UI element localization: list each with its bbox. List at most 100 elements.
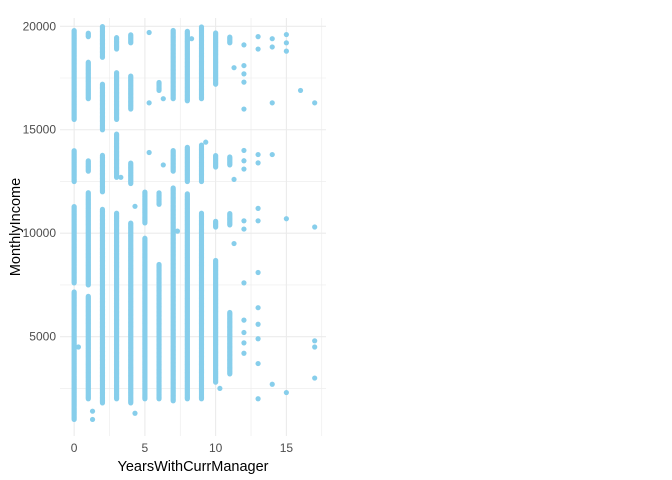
data-point <box>269 44 275 50</box>
data-point <box>227 210 233 217</box>
data-point <box>241 329 247 336</box>
data-point <box>203 139 209 145</box>
data-point <box>297 87 304 94</box>
data-point <box>217 385 223 392</box>
data-point <box>132 410 138 416</box>
data-point <box>128 73 134 79</box>
data-point <box>170 185 176 191</box>
data-point <box>146 100 152 106</box>
data-point <box>85 158 91 164</box>
data-point <box>255 396 261 402</box>
data-point <box>89 416 96 423</box>
data-point <box>255 305 261 311</box>
x-axis-title: YearsWithCurrManager <box>118 459 269 475</box>
data-point <box>170 27 176 34</box>
data-point <box>269 100 275 106</box>
data-point <box>312 100 318 106</box>
data-point <box>213 218 219 224</box>
data-point <box>71 148 77 154</box>
data-point <box>241 158 247 164</box>
y-tick-label: 20000 <box>23 19 57 33</box>
data-point <box>241 340 247 346</box>
data-point <box>128 32 134 38</box>
data-point <box>241 218 247 224</box>
data-point <box>241 106 247 112</box>
data-point <box>184 191 190 197</box>
data-point <box>128 220 134 226</box>
data-point <box>227 309 233 316</box>
data-point <box>113 210 120 216</box>
data-point <box>184 28 190 34</box>
data-point <box>184 144 190 150</box>
data-point <box>99 23 106 30</box>
data-point <box>113 35 120 41</box>
data-point <box>312 338 318 344</box>
data-point <box>170 148 176 154</box>
data-point <box>89 408 96 414</box>
x-tick-label: 5 <box>142 441 149 455</box>
data-point <box>113 70 120 76</box>
data-point <box>85 293 91 299</box>
data-point <box>231 65 237 71</box>
data-point <box>142 235 148 241</box>
x-tick-label: 0 <box>71 441 78 455</box>
data-point <box>241 226 247 232</box>
data-point <box>269 36 275 42</box>
data-point <box>269 151 275 158</box>
data-point <box>156 261 162 268</box>
data-point <box>174 228 181 234</box>
data-point <box>255 269 261 276</box>
data-point <box>146 149 152 156</box>
x-tick-labels: 0 5 10 15 <box>71 441 294 455</box>
y-tick-label: 5000 <box>29 330 56 344</box>
data-point <box>283 48 289 54</box>
data-point <box>283 389 289 396</box>
data-point <box>283 40 289 46</box>
y-tick-label: 15000 <box>23 123 57 137</box>
data-point <box>156 79 162 86</box>
data-point <box>283 31 289 38</box>
data-point <box>241 280 247 286</box>
data-point <box>241 62 247 69</box>
data-point <box>269 381 275 387</box>
data-point <box>160 162 166 168</box>
data-point <box>113 131 120 137</box>
data-point <box>85 59 91 65</box>
data-point <box>128 160 134 166</box>
data-point <box>231 176 237 183</box>
data-point <box>99 206 106 213</box>
data-point <box>213 257 219 264</box>
data-point <box>241 71 247 77</box>
data-point <box>142 189 148 195</box>
data-point <box>255 321 261 327</box>
data-point <box>198 24 205 30</box>
y-tick-labels: 5000 10000 15000 20000 <box>23 19 57 343</box>
data-point <box>241 79 247 85</box>
data-point <box>198 210 205 216</box>
y-axis-title: MonthlyIncome <box>8 178 24 276</box>
data-point <box>213 153 219 159</box>
data-point <box>255 336 261 342</box>
data-point <box>132 203 138 209</box>
data-points <box>71 23 318 423</box>
data-point <box>312 224 318 230</box>
data-point <box>227 154 233 160</box>
data-point <box>312 375 318 381</box>
data-point <box>255 205 261 211</box>
data-point <box>146 29 152 36</box>
data-point <box>231 240 237 247</box>
data-point <box>156 190 162 196</box>
data-point <box>283 216 289 222</box>
data-point <box>241 166 247 172</box>
data-point <box>160 96 166 102</box>
x-tick-label: 15 <box>280 441 294 455</box>
data-point <box>85 190 91 196</box>
data-point <box>241 317 247 323</box>
x-tick-label: 10 <box>209 441 223 455</box>
data-point <box>85 30 91 36</box>
data-point <box>75 344 81 350</box>
data-point <box>198 142 205 148</box>
data-point <box>241 350 247 356</box>
data-point <box>255 360 261 367</box>
